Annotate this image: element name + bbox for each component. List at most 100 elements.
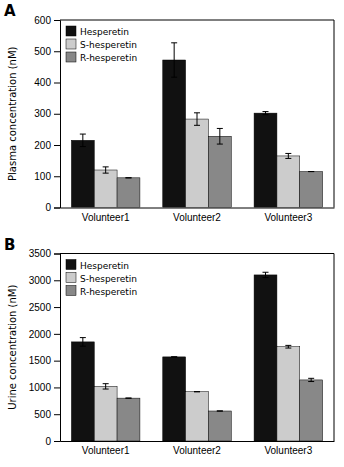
tick: Volunteer1 <box>82 441 130 456</box>
bar <box>117 178 140 208</box>
bar <box>163 60 186 208</box>
tick: 1500 <box>29 355 60 366</box>
error-bar <box>126 177 132 178</box>
series <box>71 272 277 441</box>
axis-line <box>61 208 335 209</box>
error-cap <box>194 125 200 126</box>
tick: 100 <box>34 171 60 182</box>
tick-label: 1000 <box>29 382 52 393</box>
error-cap <box>285 158 291 159</box>
tick-mark <box>54 51 60 52</box>
tick-label: Volunteer2 <box>173 212 221 223</box>
error-cap <box>103 173 109 174</box>
bar <box>71 140 94 207</box>
error-cap <box>308 378 314 379</box>
error-cap <box>285 348 291 349</box>
legend-swatch <box>66 286 76 296</box>
legend-swatch <box>66 26 76 36</box>
error-cap <box>263 111 269 112</box>
error-cap <box>126 398 132 399</box>
error-cap <box>171 77 177 78</box>
legend-label: Hesperetin <box>80 27 129 37</box>
legend-item: R-hesperetin <box>66 52 137 63</box>
tick: 0 <box>45 436 60 447</box>
tick: 3500 <box>29 248 60 259</box>
x-axis: Volunteer1 Volunteer2 Volunteer3 <box>61 441 335 456</box>
error-bar <box>103 167 109 173</box>
error-cap <box>126 398 132 399</box>
error-line <box>288 153 289 158</box>
error-line <box>197 113 198 126</box>
bar <box>208 411 231 441</box>
tick-label: 2500 <box>29 302 52 313</box>
error-bar <box>217 128 223 144</box>
error-cap <box>285 345 291 346</box>
tick-mark <box>54 254 60 255</box>
tick-mark <box>54 414 60 415</box>
frame <box>334 254 335 442</box>
tick-label: Volunteer3 <box>264 445 312 456</box>
legend-label: S-hesperetin <box>80 274 137 284</box>
tick-label: 3000 <box>29 275 52 286</box>
series <box>117 378 323 441</box>
error-cap <box>171 356 177 357</box>
legend-label: S-hesperetin <box>80 40 137 50</box>
tick-mark <box>54 441 60 442</box>
tick-mark <box>54 114 60 115</box>
error-cap <box>171 356 177 357</box>
legend-item: Hesperetin <box>66 26 129 37</box>
error-line <box>82 134 83 147</box>
legend-item: S-hesperetin <box>66 273 137 284</box>
legend-swatch <box>66 260 76 270</box>
bar <box>300 172 323 208</box>
error-cap <box>80 346 86 347</box>
bar <box>277 156 300 208</box>
tick: 600 <box>34 15 60 26</box>
tick: 400 <box>34 77 60 88</box>
tick: 2000 <box>29 329 60 340</box>
panel: 0500100015002000250030003500Volunteer1Vo… <box>7 248 335 456</box>
legend-label: R-hesperetin <box>80 53 137 63</box>
legend-swatch <box>66 39 76 49</box>
tick: 500 <box>34 409 60 420</box>
error-cap <box>263 277 269 278</box>
bar <box>117 398 140 441</box>
error-bar <box>263 272 269 277</box>
tick: Volunteer1 <box>82 208 130 223</box>
error-bar <box>103 384 109 389</box>
error-bar <box>308 378 314 381</box>
tick-mark <box>54 280 60 281</box>
tick-label: 300 <box>34 108 51 119</box>
tick: Volunteer2 <box>173 441 221 456</box>
series <box>117 128 323 207</box>
error-line <box>219 128 220 144</box>
bar <box>300 380 323 441</box>
axis-line <box>54 21 61 209</box>
error-cap <box>263 114 269 115</box>
tick-label: 3500 <box>29 248 52 259</box>
tick: Volunteer2 <box>173 208 221 223</box>
error-cap <box>194 112 200 113</box>
y-axis-label: Urine concentration (nM) <box>7 285 18 410</box>
tick: 3000 <box>29 275 60 286</box>
x-axis: Volunteer1 Volunteer2 Volunteer3 <box>61 208 335 223</box>
tick: Volunteer3 <box>264 208 312 223</box>
error-bar <box>263 112 269 115</box>
series <box>71 43 277 208</box>
frame <box>334 20 335 208</box>
error-cap <box>217 411 223 412</box>
tick-label: Volunteer2 <box>173 445 221 456</box>
axis-line <box>54 254 61 442</box>
tick-mark <box>54 208 60 209</box>
tick-label: 0 <box>45 436 51 447</box>
tick: Volunteer3 <box>264 441 312 456</box>
error-cap <box>217 128 223 129</box>
error-bar <box>308 171 314 172</box>
tick-label: Volunteer1 <box>82 212 130 223</box>
tick-label: 100 <box>34 171 51 182</box>
error-cap <box>263 272 269 273</box>
tick-mark <box>54 307 60 308</box>
error-cap <box>285 153 291 154</box>
error-cap <box>103 389 109 390</box>
panel: 0100200300400500600Volunteer1Volunteer2V… <box>7 15 335 223</box>
